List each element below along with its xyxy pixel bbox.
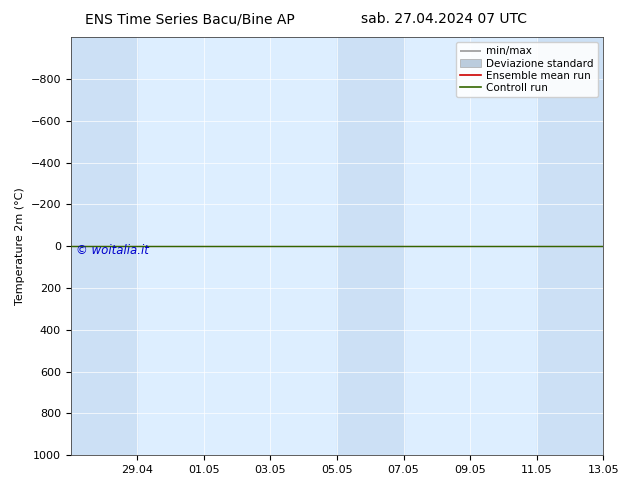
Text: ENS Time Series Bacu/Bine AP: ENS Time Series Bacu/Bine AP <box>86 12 295 26</box>
Text: © woitalia.it: © woitalia.it <box>76 244 149 257</box>
Legend: min/max, Deviazione standard, Ensemble mean run, Controll run: min/max, Deviazione standard, Ensemble m… <box>456 42 598 97</box>
Bar <box>337 37 403 455</box>
Bar <box>71 37 138 455</box>
Text: sab. 27.04.2024 07 UTC: sab. 27.04.2024 07 UTC <box>361 12 527 26</box>
Bar <box>536 37 603 455</box>
Y-axis label: Temperature 2m (°C): Temperature 2m (°C) <box>15 187 25 305</box>
